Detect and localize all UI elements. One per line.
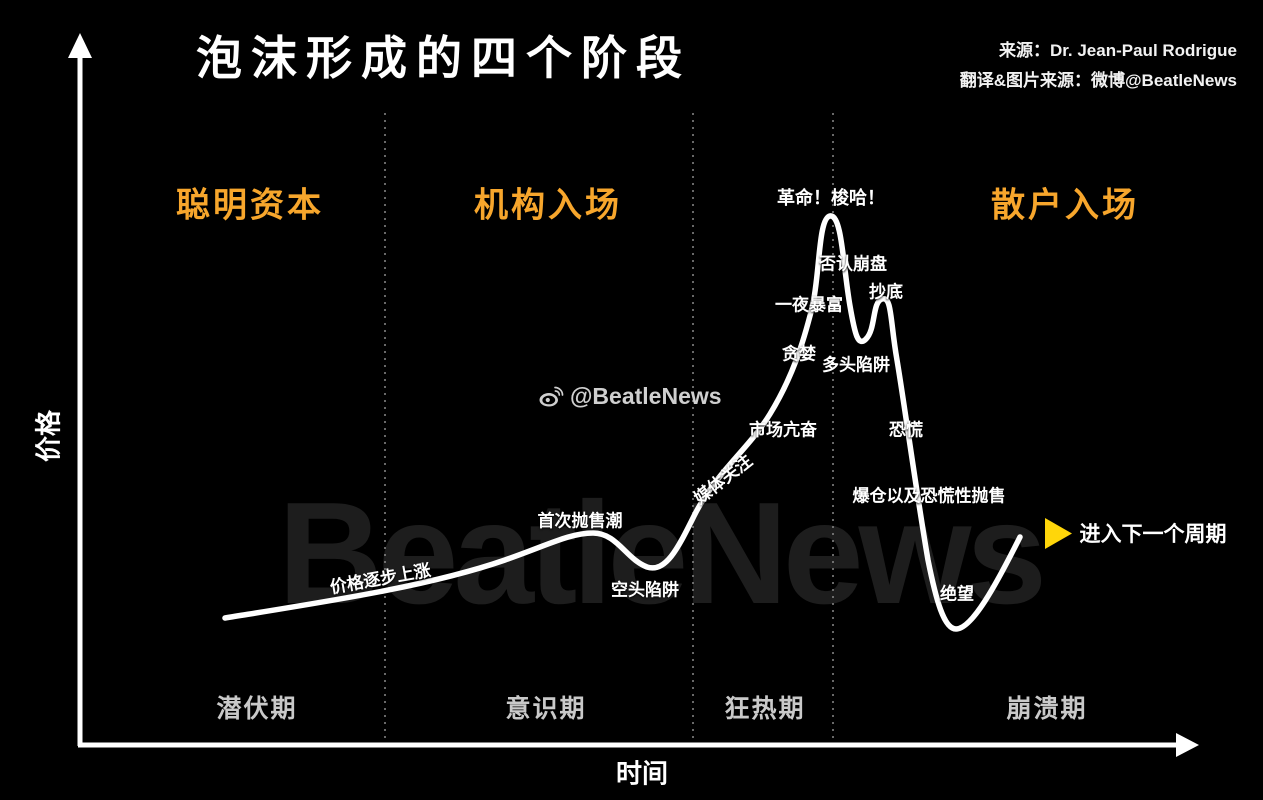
source-credit: 来源：Dr. Jean-Paul Rodrigue 翻译&图片来源：微博@Bea… [960,36,1237,96]
annotation-greed: 贪婪 [782,344,816,364]
annotation-bull-trap: 多头陷阱 [822,355,890,375]
next-cycle-label: 进入下一个周期 [1079,523,1227,546]
phase-awareness: 意识期 [505,695,587,723]
annotation-fear: 恐慌 [889,420,923,440]
stage-smart-money: 聪明资本 [176,186,324,225]
annotation-denial: 否认崩盘 [819,254,887,274]
y-axis-label: 价格 [33,409,64,463]
annotation-first-selloff: 首次抛售潮 [537,511,623,531]
annotation-gradual-rise: 价格逐步上涨 [328,560,433,598]
x-axis-label: 时间 [615,758,669,789]
next-cycle-triangle-icon [1045,518,1072,549]
translation-credit-line: 翻译&图片来源：微博@BeatleNews [959,71,1237,90]
weibo-handle-watermark: @BeatleNews [538,383,722,410]
stage-institutions: 机构入场 [474,186,622,225]
annotation-media-attention: 媒体关注 [690,451,756,508]
x-axis-arrow-icon [1176,733,1199,757]
phase-mania: 狂热期 [724,695,806,723]
phase-stealth: 潜伏期 [216,695,298,723]
source-line: 来源：Dr. Jean-Paul Rodrigue [998,41,1237,60]
annotation-buy-the-dip: 抄底 [869,282,903,302]
annotation-get-rich-quick: 一夜暴富 [775,295,843,315]
annotation-despair: 绝望 [940,584,974,604]
annotation-bear-trap: 空头陷阱 [611,580,679,600]
price-curve [222,213,1023,632]
annotation-capitulation: 爆仓以及恐慌性抛售 [852,486,1006,506]
page-title: 泡沫形成的四个阶段 [196,32,691,84]
annotation-enthusiasm: 市场亢奋 [749,420,817,440]
weibo-handle-text: @BeatleNews [570,383,722,409]
weibo-icon [539,386,564,406]
stage-retail: 散户入场 [991,186,1139,225]
y-axis-arrow-icon [68,33,92,58]
phase-blowoff: 崩溃期 [1006,695,1088,723]
annotation-new-paradigm-peak: 革命！梭哈！ [777,188,885,208]
